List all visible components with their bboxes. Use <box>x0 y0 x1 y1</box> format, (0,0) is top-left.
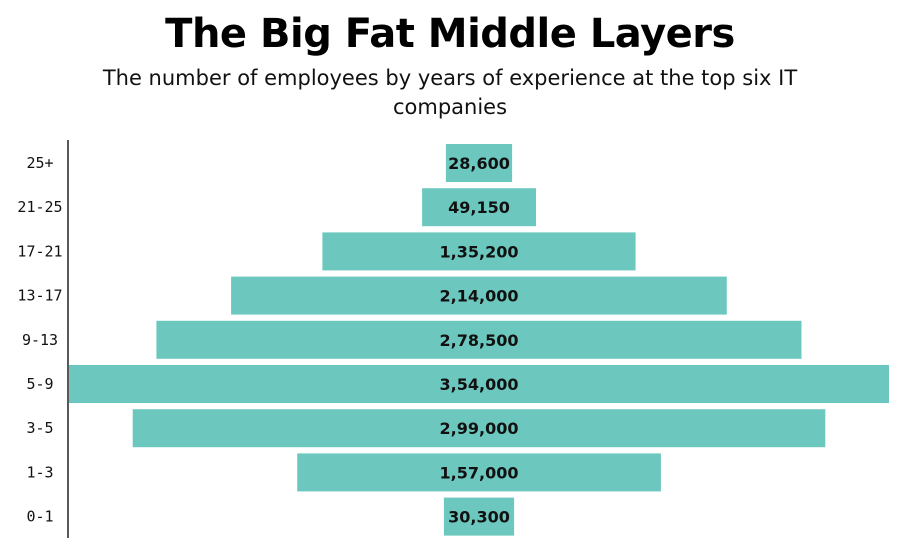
value-label-0-1: 30,300 <box>448 508 510 527</box>
category-label-13-17: 13-17 <box>17 287 62 305</box>
bar-25+ <box>445 144 513 182</box>
value-label-25+: 28,600 <box>448 154 510 173</box>
category-label-1-3: 1-3 <box>26 463 53 481</box>
category-label-9-13: 9-13 <box>22 331 58 349</box>
bar-21-25 <box>422 188 536 227</box>
bar-5-9 <box>69 365 889 403</box>
chart-title: The Big Fat Middle Layers <box>165 11 735 57</box>
bar-13-17 <box>231 276 727 315</box>
value-label-3-5: 2,99,000 <box>440 419 519 438</box>
category-label-17-21: 17-21 <box>17 242 62 260</box>
bar-3-5 <box>132 409 826 448</box>
category-label-3-5: 3-5 <box>26 419 53 437</box>
bar-0-1 <box>443 497 515 536</box>
bar-9-13 <box>156 320 802 359</box>
bar-17-21 <box>322 232 636 271</box>
bar-1-3 <box>297 453 661 492</box>
category-label-21-25: 21-25 <box>17 198 62 216</box>
value-label-17-21: 1,35,200 <box>440 242 519 261</box>
category-label-25+: 25+ <box>26 154 53 172</box>
value-label-5-9: 3,54,000 <box>440 375 519 394</box>
chart-subtitle: The number of employees by years of expe… <box>102 66 798 119</box>
value-label-9-13: 2,78,500 <box>440 331 519 350</box>
category-label-5-9: 5-9 <box>26 375 53 393</box>
category-label-0-1: 0-1 <box>26 508 53 526</box>
value-label-21-25: 49,150 <box>448 198 510 217</box>
value-label-13-17: 2,14,000 <box>440 287 519 306</box>
value-label-1-3: 1,57,000 <box>440 463 519 482</box>
